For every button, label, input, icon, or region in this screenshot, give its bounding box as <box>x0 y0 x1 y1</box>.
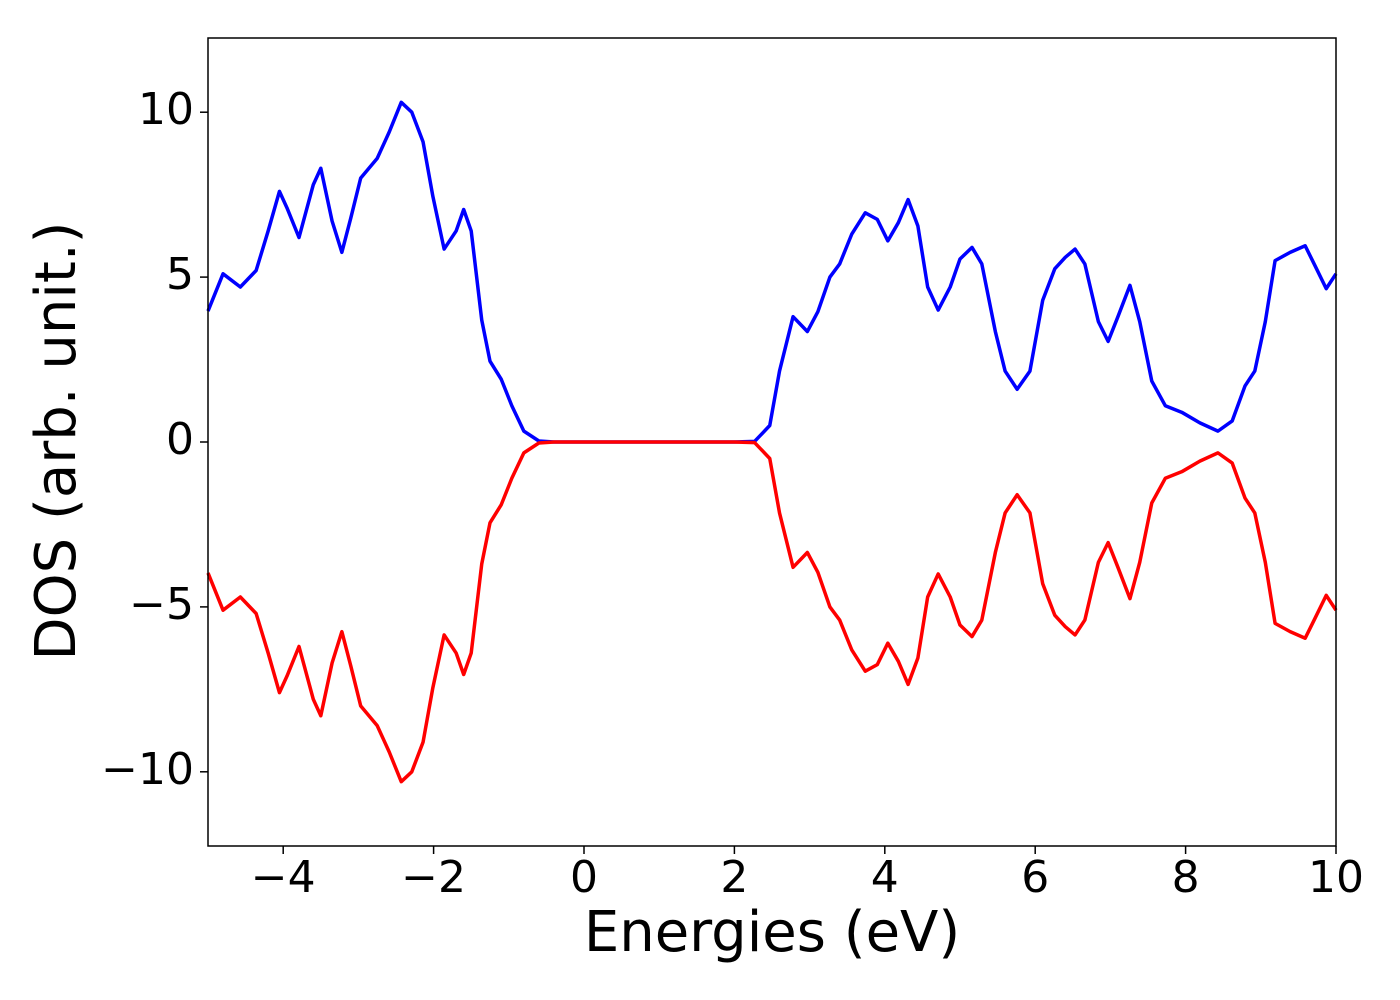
x-tick-label: 0 <box>570 852 598 903</box>
x-tick-label: 10 <box>1308 852 1364 903</box>
y-tick-label: −10 <box>101 744 194 795</box>
x-tick-label: 6 <box>1021 852 1049 903</box>
y-tick-label: 0 <box>166 414 194 465</box>
plot-frame <box>207 37 1337 847</box>
x-tick-label: 8 <box>1172 852 1200 903</box>
x-axis-label: Energies (eV) <box>584 900 960 965</box>
series-line <box>206 100 1338 444</box>
y-tick-label: 5 <box>166 249 194 300</box>
series-line <box>206 440 1338 784</box>
y-axis-label: DOS (arb. unit.) <box>24 221 89 660</box>
x-tick-label: −2 <box>401 852 466 903</box>
x-tick-label: 2 <box>720 852 748 903</box>
y-tick-label: −5 <box>129 579 194 630</box>
x-tick-label: 4 <box>871 852 899 903</box>
y-tick-label: 10 <box>138 84 194 135</box>
x-tick-label: −4 <box>251 852 316 903</box>
